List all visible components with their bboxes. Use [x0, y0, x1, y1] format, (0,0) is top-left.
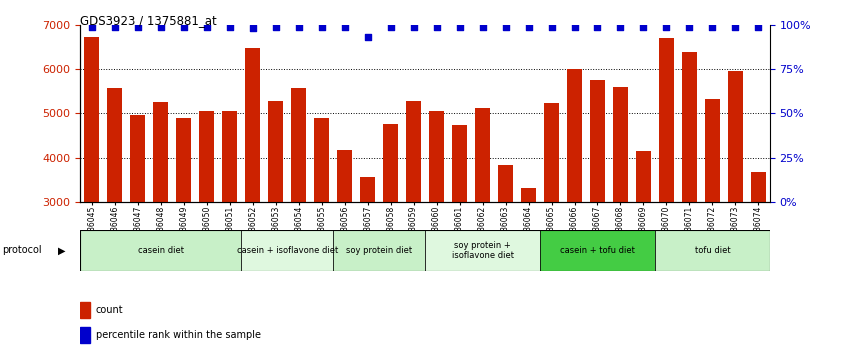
Point	[361, 34, 375, 40]
Point	[200, 24, 213, 29]
Point	[108, 24, 122, 29]
Bar	[241, 230, 333, 271]
Point	[131, 24, 145, 29]
Point	[683, 24, 696, 29]
Text: GDS3923 / 1375881_at: GDS3923 / 1375881_at	[80, 14, 217, 27]
Text: soy protein +
isoflavone diet: soy protein + isoflavone diet	[452, 241, 514, 260]
Bar	[567, 69, 582, 335]
Bar	[80, 302, 90, 318]
Bar	[613, 87, 628, 335]
Text: ▶: ▶	[58, 245, 65, 256]
Point	[430, 24, 443, 29]
Bar	[425, 230, 540, 271]
Bar	[406, 101, 421, 335]
Text: casein + isoflavone diet: casein + isoflavone diet	[237, 246, 338, 255]
Point	[246, 25, 260, 31]
Bar	[314, 118, 329, 335]
Bar	[268, 101, 283, 335]
Point	[706, 24, 719, 29]
Bar	[153, 102, 168, 335]
Bar	[107, 88, 123, 335]
Bar	[452, 125, 467, 335]
Text: tofu diet: tofu diet	[695, 246, 730, 255]
Bar	[85, 37, 99, 335]
Point	[85, 24, 99, 29]
Bar	[544, 103, 559, 335]
Text: protocol: protocol	[2, 245, 41, 256]
Bar	[521, 188, 536, 335]
Bar	[80, 230, 241, 271]
Bar	[200, 111, 214, 335]
Point	[637, 24, 651, 29]
Bar	[383, 124, 398, 335]
Bar	[360, 177, 375, 335]
Bar	[80, 327, 90, 343]
Bar	[176, 118, 191, 335]
Point	[177, 24, 190, 29]
Bar	[222, 111, 237, 335]
Point	[154, 24, 168, 29]
Point	[660, 24, 673, 29]
Text: percentile rank within the sample: percentile rank within the sample	[96, 330, 261, 340]
Point	[728, 24, 742, 29]
Bar	[590, 80, 605, 335]
Bar	[540, 230, 655, 271]
Point	[453, 24, 466, 29]
Point	[751, 24, 765, 29]
Bar	[245, 48, 261, 335]
Bar	[636, 151, 651, 335]
Bar	[130, 115, 146, 335]
Point	[223, 24, 237, 29]
Point	[522, 24, 536, 29]
Point	[407, 24, 420, 29]
Text: count: count	[96, 305, 124, 315]
Text: casein + tofu diet: casein + tofu diet	[560, 246, 635, 255]
Bar	[728, 71, 743, 335]
Bar	[659, 38, 674, 335]
Point	[269, 24, 283, 29]
Bar	[475, 108, 490, 335]
Point	[568, 24, 581, 29]
Point	[292, 24, 305, 29]
Point	[338, 24, 351, 29]
Bar	[498, 166, 513, 335]
Bar	[333, 230, 425, 271]
Bar	[429, 111, 444, 335]
Point	[613, 24, 627, 29]
Point	[591, 24, 604, 29]
Bar	[705, 99, 720, 335]
Bar	[291, 88, 306, 335]
Bar	[338, 149, 352, 335]
Bar	[751, 172, 766, 335]
Point	[475, 24, 489, 29]
Point	[545, 24, 558, 29]
Point	[315, 24, 328, 29]
Text: soy protein diet: soy protein diet	[346, 246, 412, 255]
Point	[499, 24, 513, 29]
Text: casein diet: casein diet	[138, 246, 184, 255]
Bar	[682, 52, 697, 335]
Bar	[655, 230, 770, 271]
Point	[384, 24, 398, 29]
